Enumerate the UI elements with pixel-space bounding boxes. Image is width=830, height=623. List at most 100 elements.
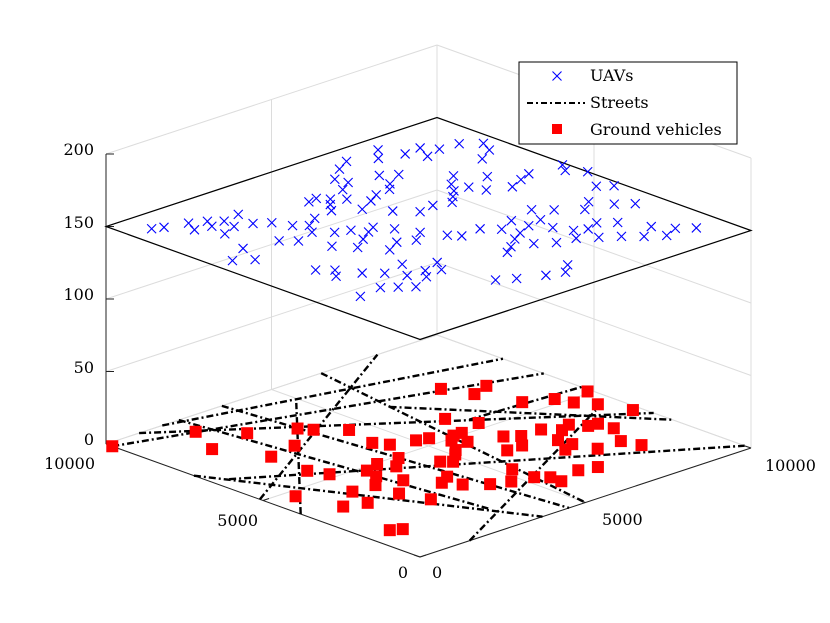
ground-vehicle-marker <box>535 423 548 436</box>
x-tick-mark <box>413 554 421 558</box>
uav-marker <box>287 220 298 231</box>
uav-marker <box>583 196 594 207</box>
uav-marker <box>387 206 398 216</box>
uav-marker <box>309 213 320 224</box>
uav-marker <box>541 270 551 281</box>
street-segment <box>112 372 544 448</box>
uav-marker <box>229 221 239 232</box>
ground-vehicle-marker <box>383 438 396 451</box>
uav-marker <box>379 268 390 279</box>
ground-vehicles-series <box>106 379 648 537</box>
ground-vehicle-marker <box>468 388 481 401</box>
uav-marker <box>630 198 641 209</box>
z-tick-200: 200 <box>63 140 94 159</box>
uav-marker <box>400 149 411 159</box>
ground-vehicle-marker <box>506 463 519 476</box>
uav-marker <box>442 230 453 241</box>
uav-marker <box>385 178 395 189</box>
ground-vehicle-marker <box>555 475 568 488</box>
ground-vehicle-marker <box>516 396 529 409</box>
uav-marker <box>432 257 443 268</box>
uav-marker <box>420 265 431 276</box>
ground-vehicle-marker <box>567 396 580 409</box>
uav-marker <box>146 223 157 234</box>
uav-marker <box>535 214 546 225</box>
uav-marker <box>609 180 619 191</box>
uav-marker <box>482 171 493 182</box>
uav-marker <box>579 204 590 215</box>
uav-marker <box>421 271 432 282</box>
uav-marker <box>415 143 426 153</box>
uav-marker <box>330 265 340 276</box>
street-segment <box>178 418 489 510</box>
ground-vehicle-marker <box>449 448 462 461</box>
uav-marker <box>616 231 627 242</box>
y-tick-labels: 0 5000 10000 <box>44 454 408 582</box>
uav-marker <box>463 182 474 192</box>
ground-vehicle-marker <box>291 422 304 435</box>
uav-marker <box>456 231 467 241</box>
uav-marker <box>266 217 277 228</box>
uav-marker <box>341 194 352 205</box>
z-tick-50: 50 <box>74 358 94 377</box>
ground-vehicle-marker <box>572 464 585 477</box>
legend-uav-cross <box>552 71 562 81</box>
uav-marker <box>591 181 602 192</box>
legend: UAVs Streets Ground vehicles <box>518 61 738 145</box>
ground-vehicle-marker <box>484 478 497 491</box>
uav-marker <box>422 151 433 162</box>
street-segment <box>468 385 582 421</box>
uav-marker <box>646 221 657 232</box>
ground-vehicle-marker <box>472 416 485 429</box>
uav-marker <box>434 144 445 155</box>
ground-vehicle-marker <box>410 434 423 447</box>
ground-vehicle-marker <box>591 461 604 474</box>
uav-marker <box>341 156 352 167</box>
floor-grid-y <box>262 391 595 501</box>
y-tick-mark <box>262 498 270 501</box>
uav-marker <box>329 174 340 185</box>
uav-marker <box>490 275 501 285</box>
uav-marker <box>389 223 400 234</box>
uav-marker <box>560 267 571 277</box>
uav-marker <box>583 224 594 234</box>
ground-vehicle-marker <box>552 434 565 447</box>
street-segment <box>139 411 654 435</box>
uav-marker <box>484 145 495 155</box>
ground-vehicle-marker <box>346 485 359 498</box>
uav-marker <box>523 220 534 231</box>
uav-marker <box>516 174 526 185</box>
z-tick-150: 150 <box>63 213 94 232</box>
uav-marker <box>402 270 413 281</box>
uav-marker <box>337 184 348 195</box>
ground-vehicle-marker <box>516 439 529 452</box>
vehicle-marker-icon <box>552 124 562 134</box>
wall-grid-horizontal <box>105 262 438 372</box>
ground-vehicle-marker <box>562 418 575 431</box>
uav-marker <box>612 217 623 228</box>
ground-vehicle-marker <box>614 435 627 448</box>
ground-vehicle-marker <box>189 425 202 438</box>
ground-vehicle-marker <box>360 464 373 477</box>
uav-marker <box>219 216 230 227</box>
uav-marker <box>670 223 681 234</box>
ground-vehicle-marker <box>392 452 405 465</box>
uav-marker <box>415 206 425 217</box>
uav-marker <box>326 205 337 216</box>
uav-marker <box>310 265 321 275</box>
uav-marker <box>327 241 337 252</box>
ground-vehicle-marker <box>371 458 384 471</box>
street-segment <box>320 372 587 504</box>
uav-marker <box>477 153 488 164</box>
x-tick-labels: 0 5000 10000 <box>432 456 816 582</box>
uav-marker <box>526 204 537 215</box>
uav-marker <box>358 234 369 245</box>
ground-vehicle-marker <box>582 419 595 432</box>
ground-vehicle-marker <box>635 439 648 452</box>
ground-vehicle-marker <box>289 490 302 503</box>
wall-grid-horizontal <box>436 334 752 449</box>
street-segment <box>229 444 745 481</box>
uav-marker <box>307 227 317 238</box>
ground-vehicle-marker <box>548 393 561 406</box>
